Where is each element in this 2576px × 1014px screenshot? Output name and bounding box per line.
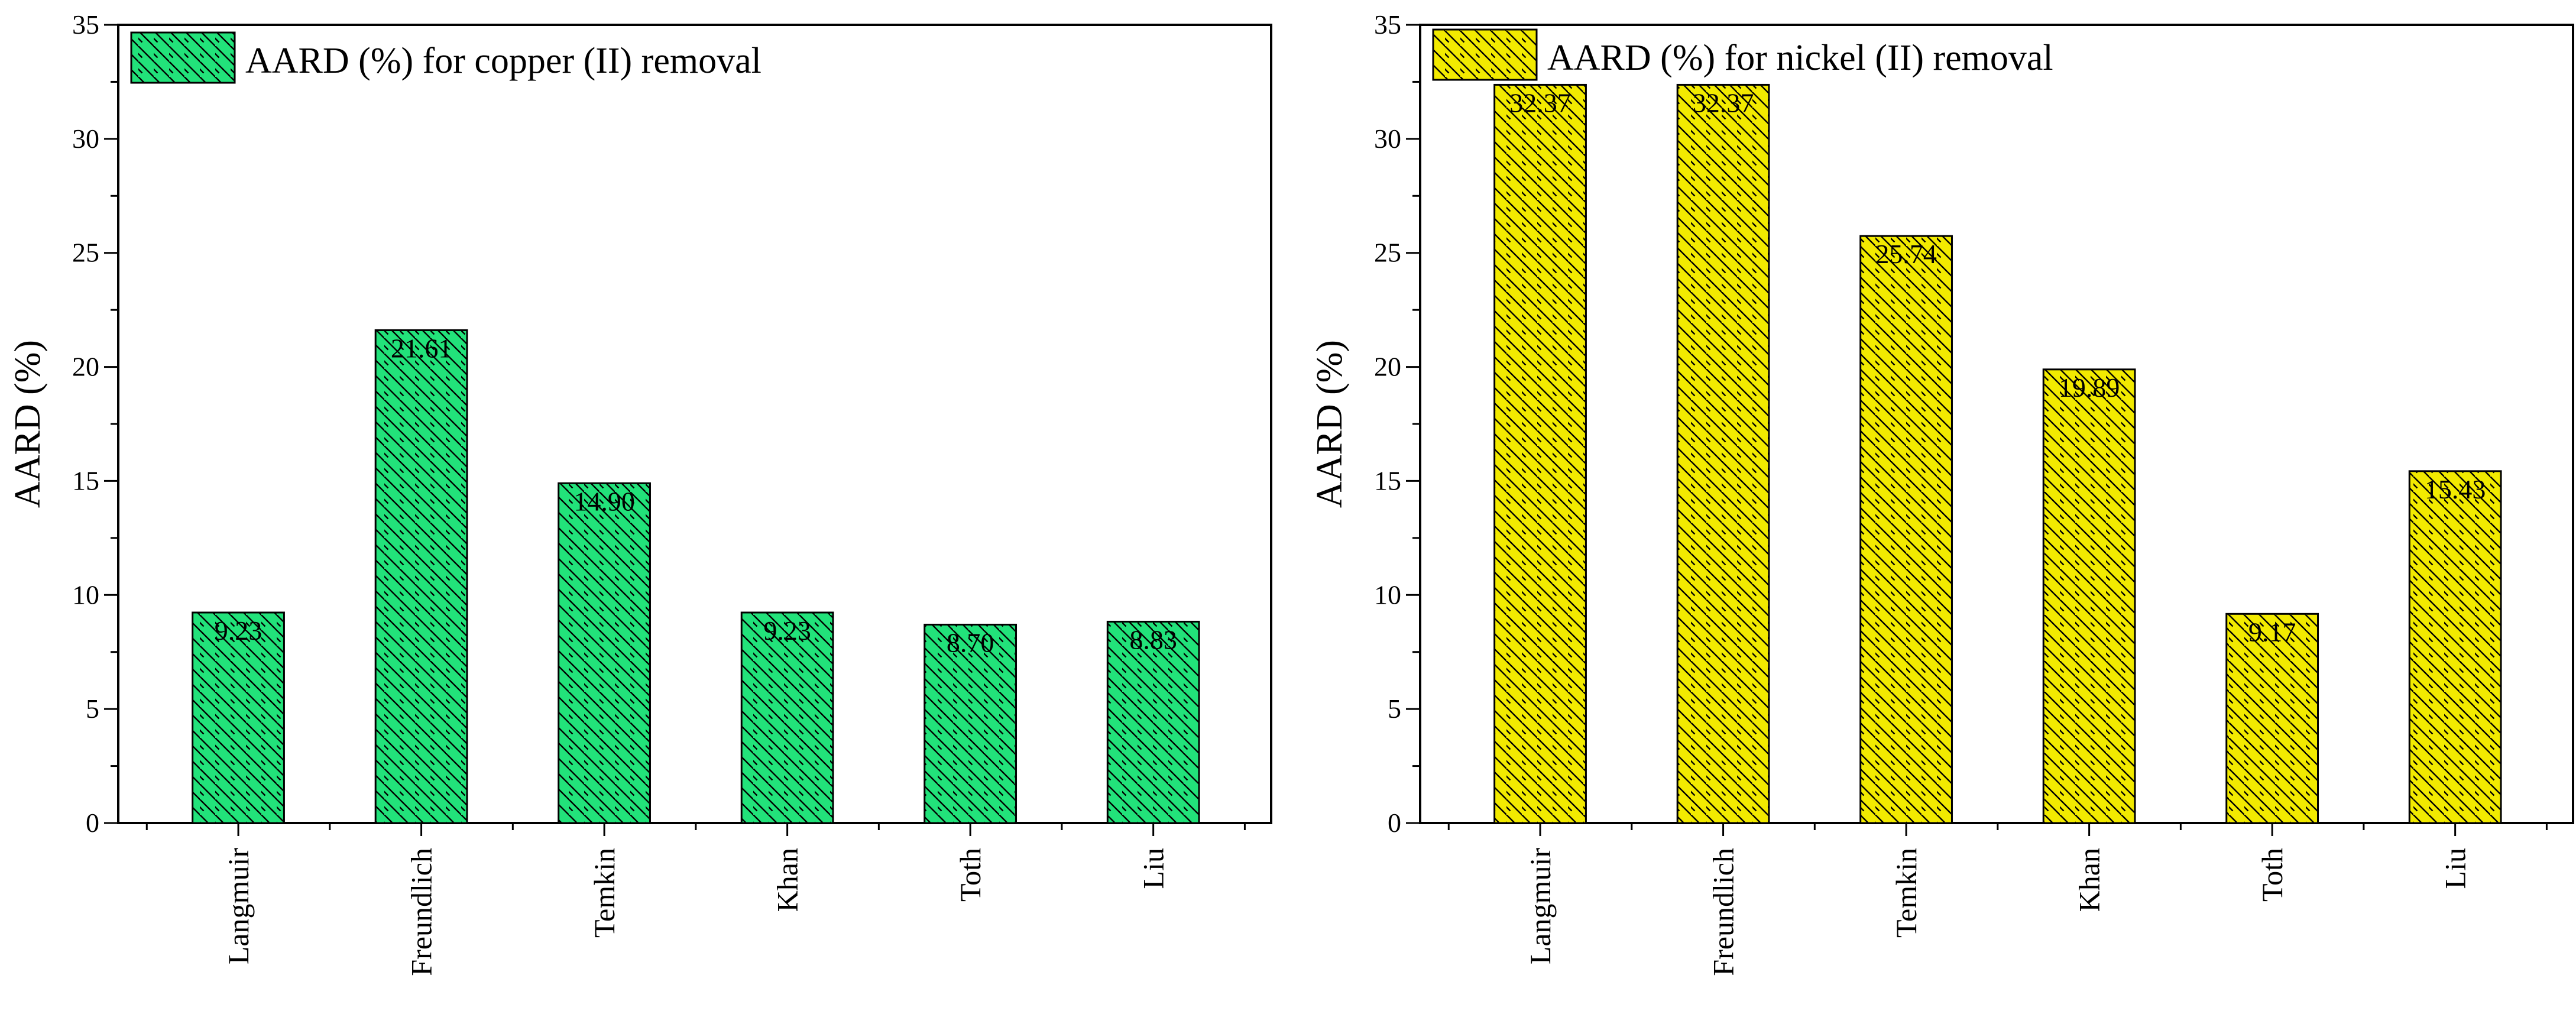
bar [1676, 83, 1770, 824]
bar [2225, 613, 2319, 824]
y-tick-label: 10 [1374, 579, 1401, 610]
x-axis: Langmuir Freundlich Temkin Khan Toth Liu [145, 823, 1246, 976]
data-label: 15.43 [2425, 474, 2486, 504]
bar [2408, 470, 2502, 824]
x-tick-label: Temkin [588, 848, 621, 938]
data-labels-copper: 9.23 21.61 14.90 9.23 8.70 8.83 [215, 333, 1177, 657]
x-tick-label: Khan [2073, 848, 2106, 912]
y-tick-label: 10 [72, 579, 99, 610]
x-tick-label: Freundlich [405, 848, 438, 976]
y-tick-label: 35 [1374, 9, 1401, 40]
bar [924, 623, 1018, 824]
y-tick-label: 20 [72, 352, 99, 382]
x-tick-label: Liu [2439, 848, 2472, 889]
legend-swatch [1432, 28, 1538, 81]
data-label: 21.61 [391, 333, 452, 363]
y-tick-label: 15 [72, 465, 99, 495]
data-label: 8.70 [947, 627, 994, 657]
y-tick-label: 35 [72, 9, 99, 40]
bar [2042, 368, 2136, 824]
data-label: 8.83 [1129, 624, 1177, 655]
data-labels-nickel: 32.37 32.37 25.74 19.89 9.17 15.43 [1509, 88, 2486, 647]
bar [740, 611, 834, 824]
y-axis: 0 5 10 15 20 25 30 35 [1374, 9, 1420, 838]
chart-panel-copper: 0 5 10 15 20 25 30 35 9.23 21.61 14.90 9.23 8.70 8.8… [8, 9, 1272, 976]
y-tick-label: 25 [72, 238, 99, 268]
x-tick-label: Toth [954, 848, 987, 902]
bar [192, 611, 285, 824]
x-tick-label: Langmuir [222, 848, 255, 965]
y-tick-label: 0 [86, 808, 99, 838]
legend-label: AARD (%) for nickel (II) removal [1547, 38, 2053, 78]
legend: AARD (%) for nickel (II) removal [1432, 28, 2053, 81]
y-tick-label: 5 [1388, 694, 1401, 724]
y-axis: 0 5 10 15 20 25 30 35 [72, 9, 118, 838]
data-label: 14.90 [573, 486, 635, 516]
y-tick-label: 5 [86, 694, 99, 724]
y-tick-label: 20 [1374, 352, 1401, 382]
plot-frame [1419, 24, 2574, 824]
y-axis-title: AARD (%) [1310, 340, 1350, 508]
legend: AARD (%) for copper (II) removal [130, 31, 762, 84]
bar-series-nickel [1493, 83, 2502, 824]
data-label: 32.37 [1693, 88, 1754, 118]
y-tick-label: 25 [1374, 238, 1401, 268]
x-tick-label: Toth [2256, 848, 2289, 902]
legend-swatch [130, 31, 236, 84]
data-label: 9.23 [215, 615, 263, 646]
bar [374, 329, 468, 824]
bar [1106, 620, 1200, 824]
y-tick-label: 30 [1374, 124, 1401, 154]
x-tick-label: Freundlich [1707, 848, 1740, 976]
x-axis: Langmuir Freundlich Temkin Khan Toth Liu [1447, 823, 2548, 976]
bar-series-copper [192, 329, 1200, 824]
bar [558, 482, 651, 824]
x-tick-label: Khan [771, 848, 804, 912]
x-tick-label: Temkin [1890, 848, 1923, 938]
bar [1493, 83, 1587, 824]
data-label: 9.17 [2248, 617, 2296, 647]
bar [1859, 235, 1953, 824]
data-label: 9.23 [763, 615, 811, 646]
legend-label: AARD (%) for copper (II) removal [245, 41, 762, 81]
data-label: 19.89 [2059, 372, 2120, 403]
data-label: 25.74 [1875, 239, 1937, 269]
y-tick-label: 30 [72, 124, 99, 154]
y-tick-label: 0 [1388, 808, 1401, 838]
chart-panel-nickel: 0 5 10 15 20 25 30 35 32.37 32.37 25.74 19.89 9.17 1… [1310, 9, 2574, 976]
x-tick-label: Liu [1137, 848, 1170, 889]
y-tick-label: 15 [1374, 465, 1401, 495]
plot-frame [117, 24, 1272, 824]
data-label: 32.37 [1509, 88, 1571, 118]
y-axis-title: AARD (%) [8, 340, 48, 508]
x-tick-label: Langmuir [1524, 848, 1557, 965]
